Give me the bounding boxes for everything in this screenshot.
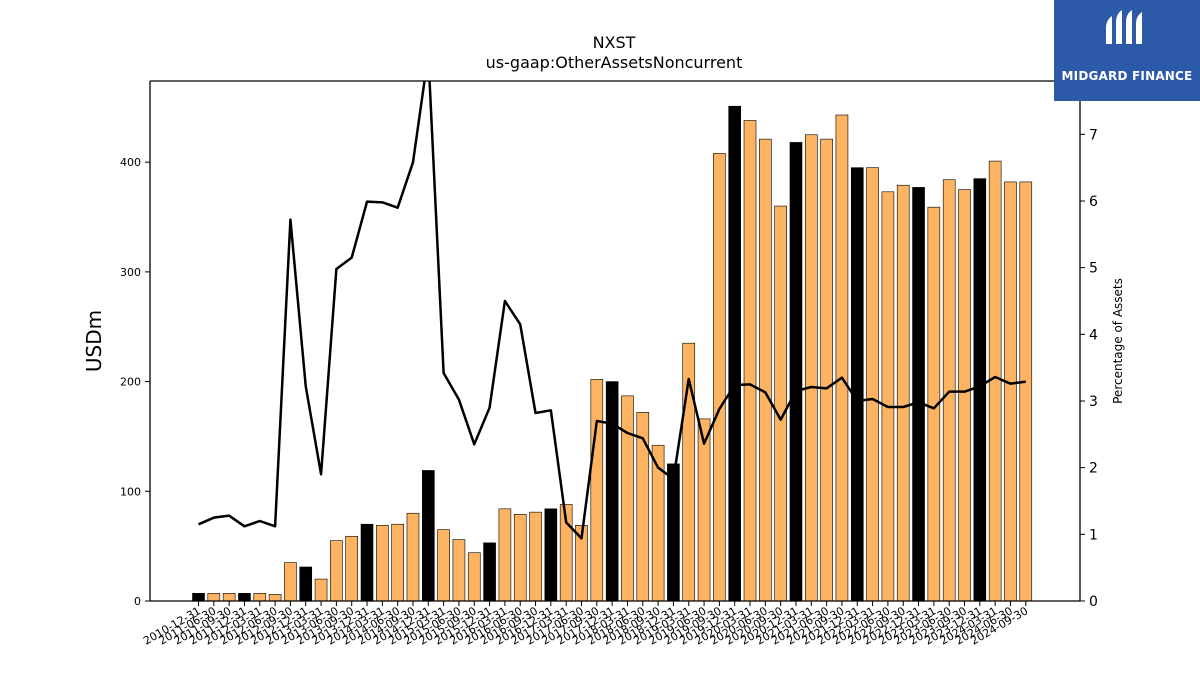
bar <box>498 508 512 602</box>
y2-tick-label: 6 <box>1089 194 1098 210</box>
bar <box>789 142 803 602</box>
bar <box>697 418 711 602</box>
chart-title: NXST <box>593 33 636 52</box>
bar <box>268 594 282 602</box>
bar <box>467 552 481 602</box>
bar <box>192 593 205 602</box>
brand-logo: MIDGARD FINANCE <box>1054 0 1200 101</box>
bar <box>820 138 833 602</box>
bar <box>421 470 435 602</box>
bar <box>452 539 466 602</box>
bar <box>973 178 987 602</box>
y2-tick-label: 4 <box>1089 327 1098 343</box>
bar <box>850 167 864 602</box>
bar <box>713 153 726 602</box>
y-tick-label: 300 <box>120 266 141 279</box>
bar <box>912 187 925 602</box>
bar <box>896 184 910 602</box>
bar <box>590 379 604 602</box>
chart-subtitle: us-gaap:OtherAssetsNoncurrent <box>486 53 743 72</box>
y2-tick-label: 1 <box>1089 527 1098 543</box>
bar <box>345 535 359 602</box>
pct-line-group <box>198 81 1026 540</box>
bar <box>1019 181 1033 602</box>
y-tick-label: 400 <box>120 156 141 169</box>
bar <box>483 542 496 602</box>
bar <box>605 381 619 602</box>
bar <box>667 463 680 602</box>
y2-tick-label: 5 <box>1089 261 1098 277</box>
y-tick-label: 100 <box>120 485 141 498</box>
bar <box>621 395 634 602</box>
bar <box>437 529 450 602</box>
y2-tick-label: 0 <box>1089 594 1098 610</box>
bar <box>881 191 895 602</box>
y2-tick-label: 3 <box>1089 394 1098 410</box>
bar <box>759 138 772 602</box>
bar <box>284 562 297 602</box>
bar <box>743 120 757 602</box>
axes-group: 0100200300400012345672010-12-312011-06-3… <box>120 80 1098 648</box>
bar <box>1004 181 1017 602</box>
bar <box>513 514 527 602</box>
pct-of-assets-line <box>198 81 1026 540</box>
y2-tick-label: 7 <box>1089 127 1098 143</box>
bar <box>866 167 879 602</box>
y-axis-label: USDm <box>82 310 106 372</box>
bar <box>222 593 236 602</box>
bar <box>406 512 420 602</box>
bar <box>804 134 818 602</box>
bar <box>774 205 787 602</box>
bar <box>942 179 956 602</box>
y-tick-label: 0 <box>134 595 141 608</box>
bar <box>988 160 1002 602</box>
bar <box>958 189 971 602</box>
y2-axis-label: Percentage of Assets <box>1111 278 1125 404</box>
y2-tick-label: 2 <box>1089 461 1098 477</box>
bar <box>544 508 558 602</box>
bar <box>299 566 313 602</box>
bar <box>314 578 328 602</box>
bar <box>728 105 742 602</box>
y-tick-label: 200 <box>120 376 141 389</box>
bar <box>391 523 404 602</box>
bar <box>360 523 374 602</box>
bar <box>835 114 849 602</box>
bar <box>529 511 542 602</box>
bar <box>330 540 343 602</box>
midgard-logo-icon <box>1106 10 1142 44</box>
bar <box>253 593 267 602</box>
bar <box>207 593 221 602</box>
brand-name: MIDGARD FINANCE <box>1061 69 1193 83</box>
bar <box>376 524 389 602</box>
bars-group <box>192 105 1033 602</box>
bar <box>238 593 251 602</box>
